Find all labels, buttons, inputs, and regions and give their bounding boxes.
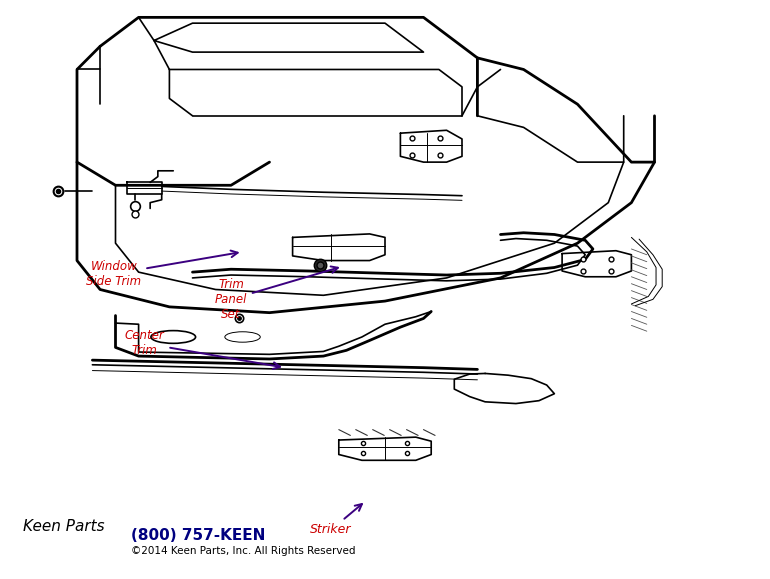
Text: Trim
Panel
Set: Trim Panel Set bbox=[215, 266, 338, 321]
Text: Window
Side Trim: Window Side Trim bbox=[86, 251, 238, 288]
Text: Center
Trim: Center Trim bbox=[125, 329, 280, 369]
Text: ©2014 Keen Parts, Inc. All Rights Reserved: ©2014 Keen Parts, Inc. All Rights Reserv… bbox=[131, 546, 356, 556]
Text: (800) 757-KEEN: (800) 757-KEEN bbox=[131, 528, 266, 543]
Text: Keen Parts: Keen Parts bbox=[23, 519, 105, 534]
Text: Striker: Striker bbox=[310, 504, 362, 536]
